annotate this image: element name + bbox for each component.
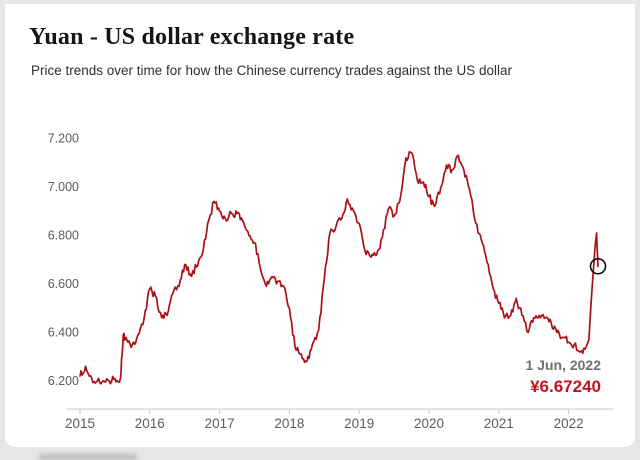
chart-title: Yuan - US dollar exchange rate xyxy=(29,24,355,50)
chart-area: 7.200 7.000 6.800 6.600 6.400 6.200 2015 2016 20… xyxy=(23,97,635,437)
end-marker-circle xyxy=(589,258,607,275)
chart-card: Yuan - US dollar exchange rate Price tre… xyxy=(5,4,635,447)
cutoff-next-content xyxy=(38,454,138,460)
y-axis-tick-label: 6.200 xyxy=(48,374,79,388)
y-axis-tick-label: 7.000 xyxy=(48,180,79,194)
latest-point-annotation: 1 Jun, 2022 ¥6.67240 xyxy=(526,357,602,397)
y-axis-tick-label: 6.800 xyxy=(48,228,79,242)
annotation-date: 1 Jun, 2022 xyxy=(525,357,602,373)
annotation-value: ¥6.67240 xyxy=(530,377,601,396)
y-axis-tick-label: 6.400 xyxy=(48,325,79,339)
y-axis-tick-label: 7.200 xyxy=(48,131,79,145)
x-axis-tick-label: 2019 xyxy=(344,416,374,431)
price-line xyxy=(79,150,599,385)
x-axis-tick-label: 2021 xyxy=(484,416,514,431)
exchange-rate-line-chart: 7.200 7.000 6.800 6.600 6.400 6.200 2015 2016 20… xyxy=(48,131,613,431)
chart-subtitle: Price trends over time for how the Chine… xyxy=(31,63,512,78)
x-axis-tick-label: 2022 xyxy=(554,416,584,431)
x-axis-tick-label: 2016 xyxy=(135,416,165,431)
x-axis-tick-label: 2018 xyxy=(274,416,304,431)
x-axis-tick-label: 2020 xyxy=(414,416,444,431)
x-axis-tick-label: 2015 xyxy=(65,416,95,431)
y-axis-tick-label: 6.600 xyxy=(48,277,79,291)
x-axis-tick-label: 2017 xyxy=(205,416,235,431)
